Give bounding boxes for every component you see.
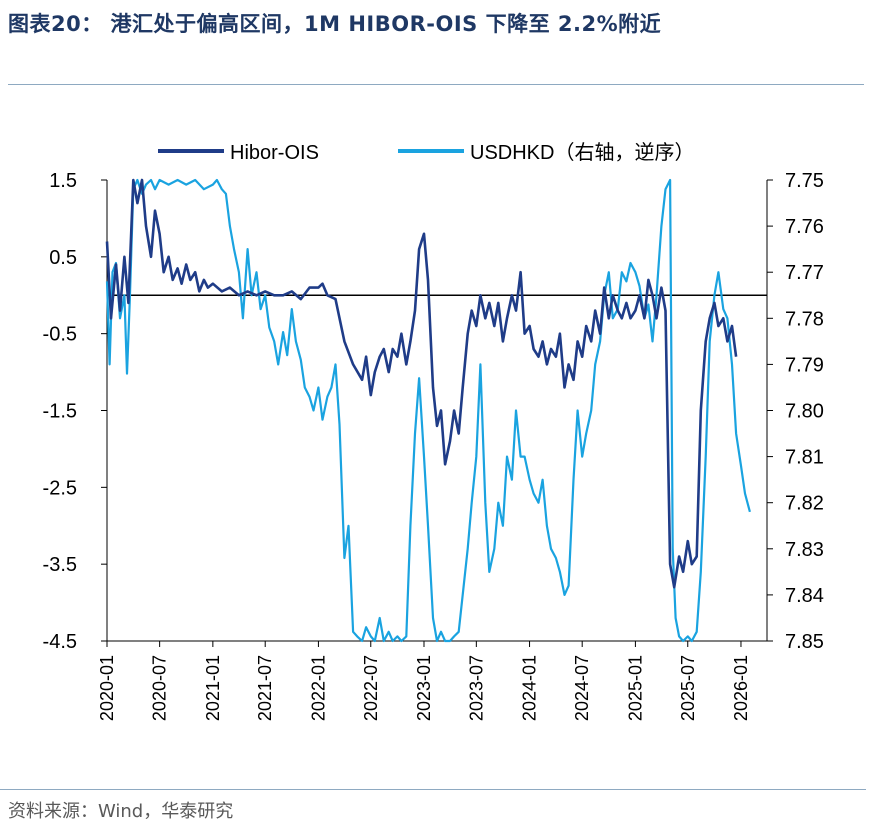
right-y-tick-label: 7.76: [785, 216, 824, 238]
x-tick-label: 2024-01: [520, 655, 540, 721]
right-y-tick-label: 7.85: [785, 631, 824, 653]
x-tick-label: 2026-01: [731, 655, 751, 721]
left-y-tick-label: 1.5: [49, 170, 77, 192]
right-y-tick-label: 7.80: [785, 401, 824, 423]
source-note: 资料来源：Wind，华泰研究: [8, 801, 234, 822]
legend-label-usdhkd: USDHKD（右轴，逆序）: [470, 141, 694, 164]
x-tick-label: 2023-07: [466, 655, 486, 721]
x-tick-label: 2021-01: [203, 655, 223, 721]
x-tick-label: 2020-01: [97, 655, 117, 721]
chart-series: [105, 178, 751, 643]
left-y-tick-label: -2.5: [43, 477, 77, 499]
x-tick-label: 2020-07: [150, 655, 170, 721]
left-y-tick-label: -4.5: [43, 631, 77, 653]
right-y-tick-label: 7.83: [785, 539, 824, 561]
chart-legend: Hibor-OIS USDHKD（右轴，逆序）: [158, 141, 694, 164]
chart-axes: 1.5 0.5 -0.5 -1.5 -2.5 -3.5 -4.5 7.75 7.76 7.77 7.…: [43, 170, 824, 721]
legend-label-hibor-ois: Hibor-OIS: [230, 142, 319, 164]
left-y-tick-label: -3.5: [43, 554, 77, 576]
x-tick-label: 2022-01: [308, 655, 328, 721]
x-tick-label: 2025-01: [625, 655, 645, 721]
x-tick-label: 2021-07: [255, 655, 275, 721]
left-y-tick-label: -0.5: [43, 324, 77, 346]
source-divider: [0, 789, 866, 790]
right-y-tick-label: 7.84: [785, 585, 824, 607]
right-y-tick-label: 7.81: [785, 447, 824, 469]
line-chart: Hibor-OIS USDHKD（右轴，逆序） 1.5 0.5 -0.5 -1.5 -2…: [43, 141, 824, 721]
left-y-tick-label: 0.5: [49, 247, 77, 269]
left-y-tick-label: -1.5: [43, 401, 77, 423]
x-tick-label: 2024-07: [572, 655, 592, 721]
x-tick-label: 2022-07: [361, 655, 381, 721]
title-divider: [8, 84, 864, 85]
right-y-tick-label: 7.79: [785, 354, 824, 376]
figure-title: 图表20： 港汇处于偏高区间，1M HIBOR-OIS 下降至 2.2%附近: [8, 12, 662, 36]
right-y-tick-label: 7.82: [785, 493, 824, 515]
series-line-hibor-ois: [105, 178, 738, 589]
right-y-tick-label: 7.77: [785, 262, 824, 284]
x-tick-label: 2025-07: [678, 655, 698, 721]
x-tick-label: 2023-01: [414, 655, 434, 721]
right-y-tick-label: 7.75: [785, 170, 824, 192]
series-line-usdhkd: [105, 178, 751, 643]
right-y-tick-label: 7.78: [785, 308, 824, 330]
